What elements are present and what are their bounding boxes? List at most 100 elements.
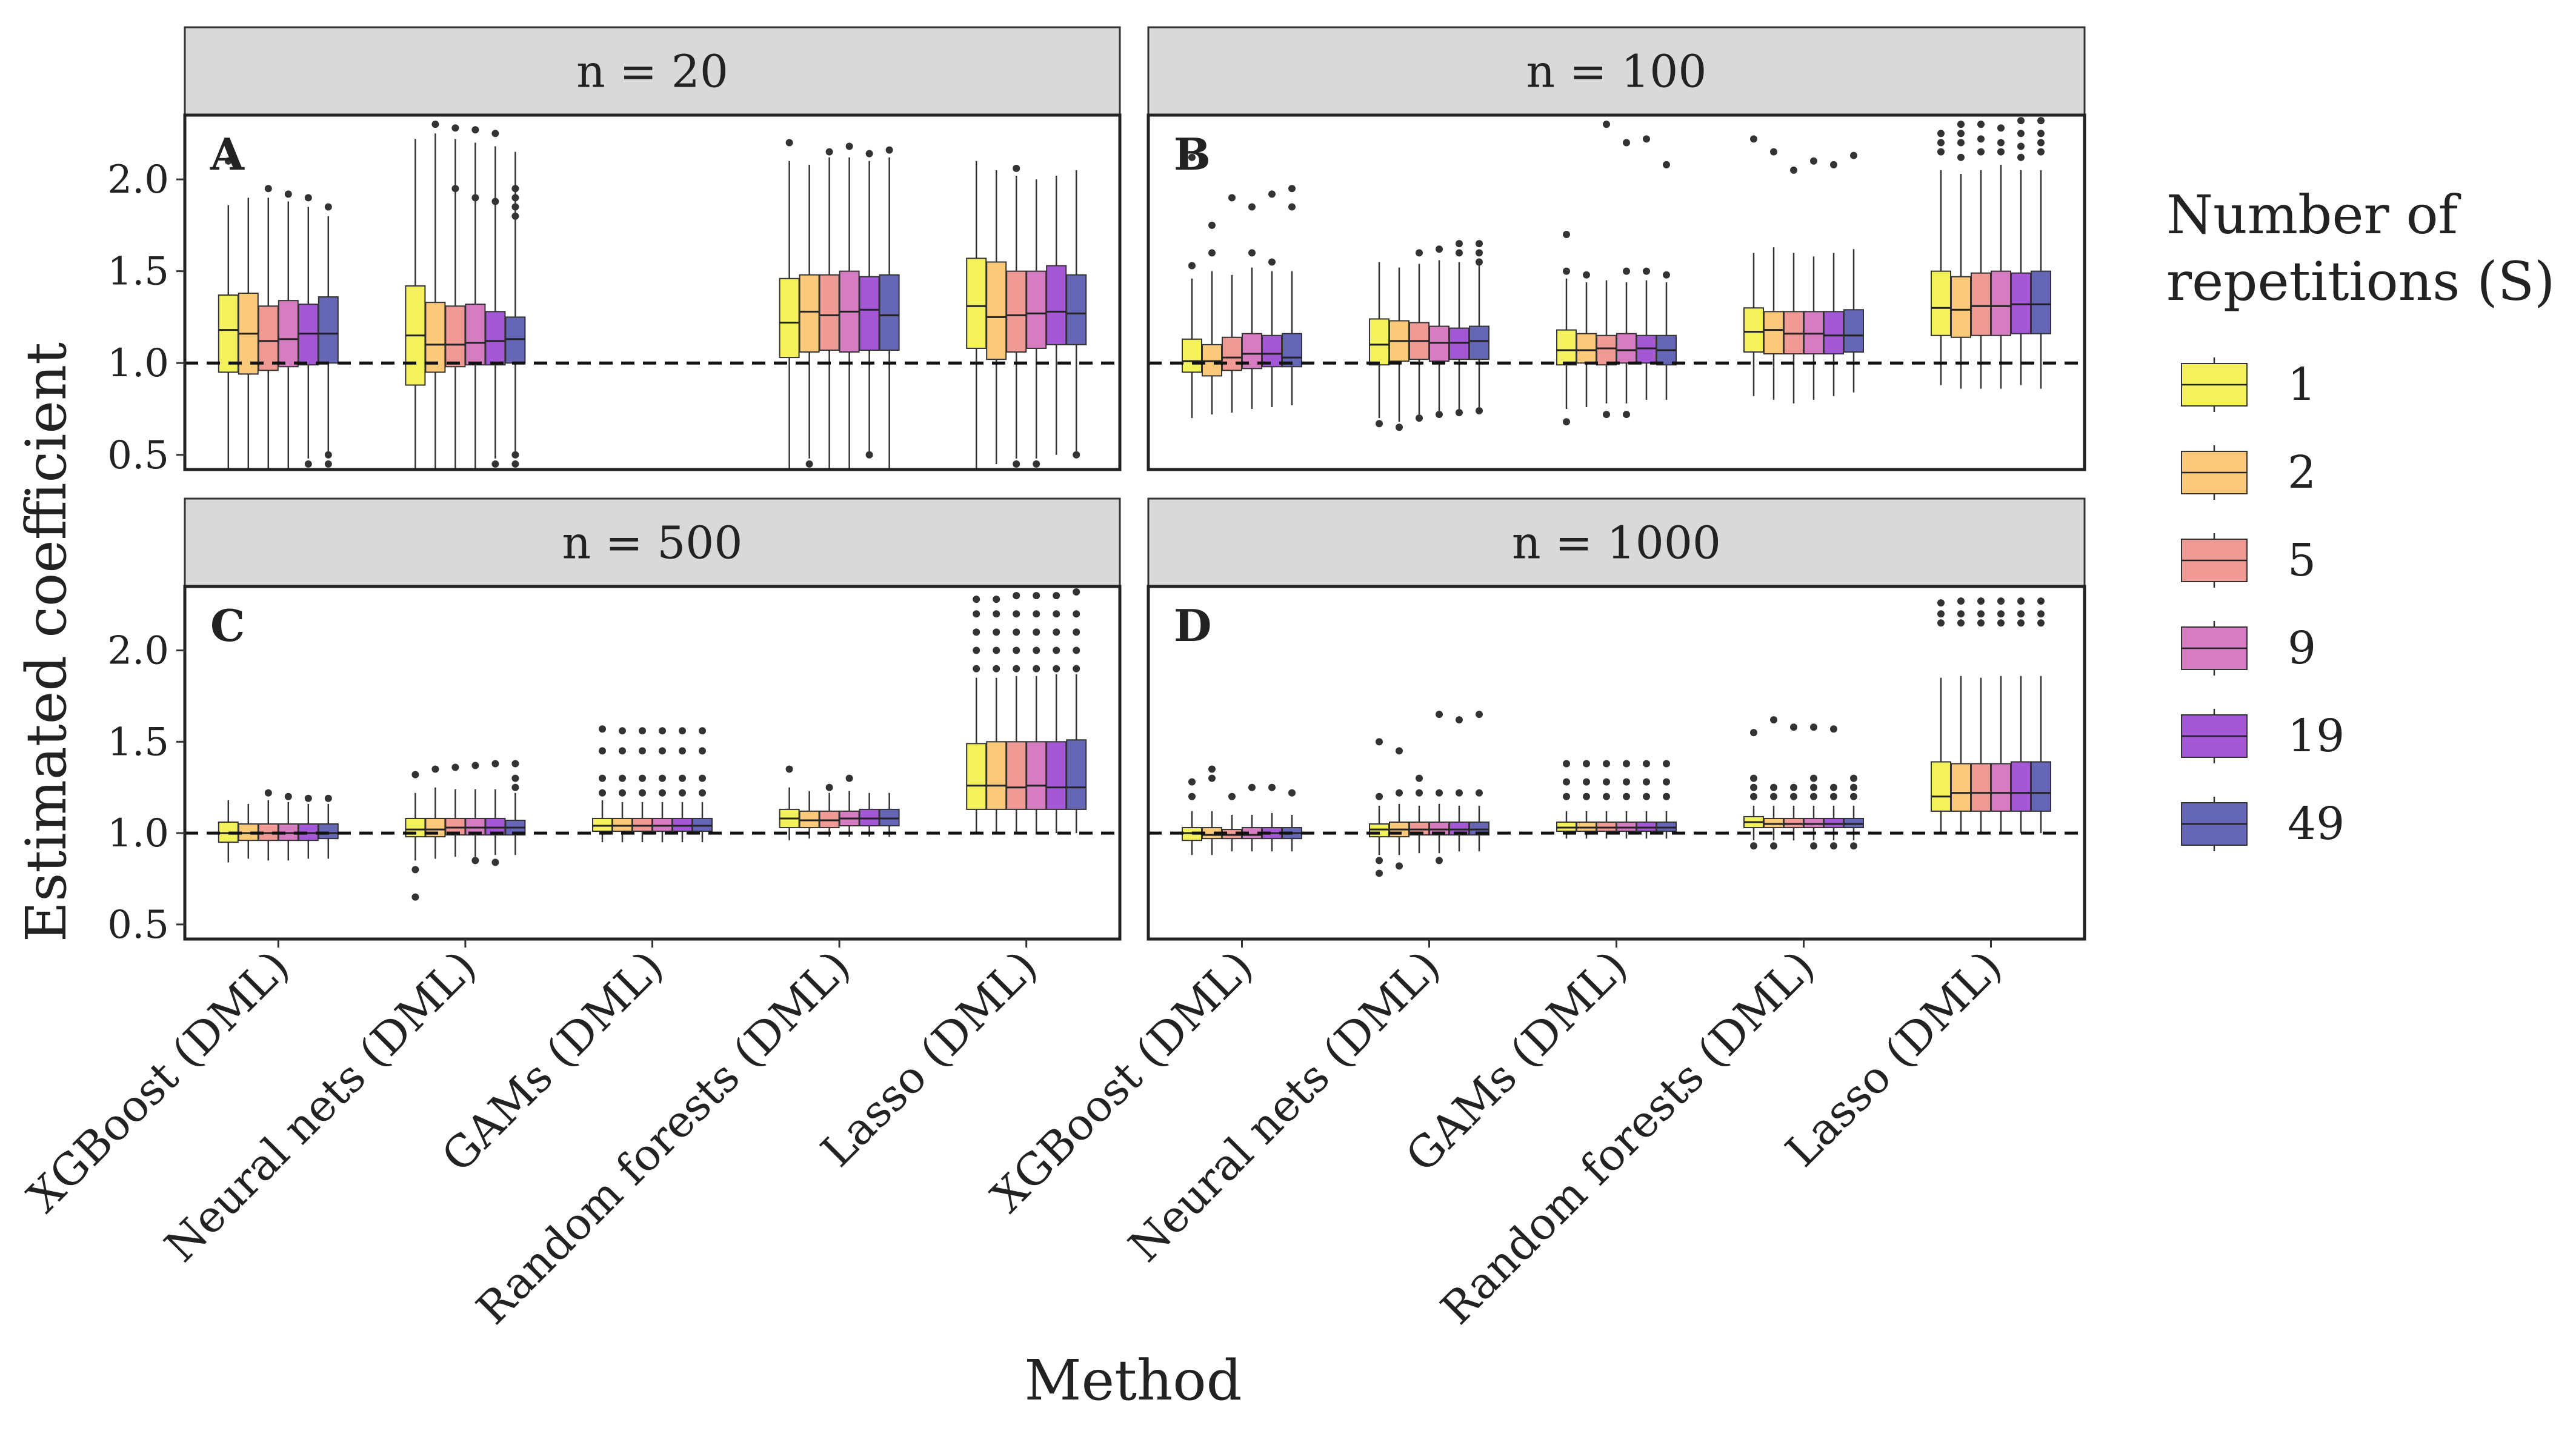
outlier-point (1053, 665, 1060, 672)
outlier-point (825, 783, 833, 791)
outlier-point (845, 142, 853, 150)
outlier-point (1770, 716, 1777, 724)
outlier-point (659, 789, 666, 797)
box (672, 817, 693, 832)
box (2031, 270, 2051, 334)
box (1066, 274, 1087, 345)
outlier-point (679, 774, 686, 782)
outlier-point (1208, 249, 1216, 257)
outlier-point (1603, 411, 1610, 419)
outlier-point (845, 774, 853, 782)
outlier-point (1376, 857, 1383, 865)
box (1931, 761, 1951, 812)
panel-marks (1182, 117, 2051, 431)
outlier-point (1643, 792, 1650, 800)
outlier-point (2037, 610, 2045, 618)
outlier-point (1750, 842, 1757, 850)
outlier-point (451, 185, 459, 193)
outlier-point (1957, 139, 1965, 147)
outlier-point (411, 866, 419, 874)
outlier-point (511, 774, 519, 782)
panel-marks (218, 121, 1087, 470)
outlier-point (1750, 792, 1757, 800)
panel-border (1147, 113, 2086, 471)
outlier-point (1937, 130, 1945, 138)
y-axis-title: Estimated coefficient (14, 342, 79, 942)
box (1222, 336, 1242, 371)
box (1046, 265, 1067, 345)
legend-label: 5 (2288, 534, 2316, 586)
outlier-point (1850, 774, 1857, 782)
outlier-point (1957, 121, 1965, 128)
outlier-point (2037, 148, 2045, 156)
outlier-point (324, 203, 332, 211)
outlier-point (1376, 738, 1383, 746)
outlier-point (1790, 792, 1797, 800)
box (986, 261, 1007, 360)
panel-c: n = 500 C 0.5 1.0 1.5 2.0 (107, 497, 1122, 948)
box (1182, 338, 1202, 373)
outlier-point (1583, 792, 1590, 800)
box (1576, 333, 1597, 364)
outlier-point (471, 194, 479, 202)
outlier-point (1850, 842, 1857, 850)
y-tick-label: 1.5 (107, 720, 169, 765)
outlier-point (1810, 774, 1817, 782)
outlier-point (1288, 203, 1296, 211)
outlier-point (1053, 610, 1060, 618)
box (1636, 822, 1657, 832)
outlier-point (451, 763, 459, 771)
outlier-point (2037, 619, 2045, 627)
outlier-point (1997, 610, 2005, 618)
box (318, 823, 339, 840)
box (1449, 327, 1469, 360)
outlier-point (1563, 760, 1570, 768)
outlier-point (511, 451, 519, 459)
outlier-point (1957, 619, 1965, 627)
box (318, 296, 339, 364)
outlier-point (2037, 117, 2045, 125)
box (1763, 817, 1784, 829)
outlier-point (1663, 271, 1670, 279)
outlier-point (1810, 157, 1817, 165)
outlier-point (1790, 166, 1797, 174)
outlier-point (1416, 789, 1423, 797)
outlier-point (993, 610, 1000, 618)
x-tick-label: Random forests (DML) (1431, 941, 1824, 1334)
outlier-point (805, 460, 813, 468)
outlier-point (1957, 153, 1965, 161)
outlier-point (2037, 139, 2045, 147)
outlier-point (1033, 610, 1040, 618)
outlier-point (2017, 619, 2025, 627)
box (1783, 817, 1804, 829)
y-tick-label: 2.0 (107, 158, 169, 202)
panel-d: n = 1000 D (1147, 497, 2086, 941)
panel-border (183, 113, 1122, 471)
outlier-point (1476, 711, 1483, 719)
outlier-point (1436, 857, 1443, 865)
outlier-point (1436, 411, 1443, 419)
outlier-point (1750, 135, 1757, 143)
panel-background (185, 115, 1120, 470)
outlier-point (1396, 747, 1403, 755)
box (1971, 272, 1991, 336)
outlier-point (1830, 842, 1837, 850)
outlier-point (1937, 148, 1945, 156)
box (1931, 270, 1951, 336)
outlier-point (1248, 249, 1256, 257)
box (879, 808, 900, 827)
outlier-point (1013, 460, 1020, 468)
outlier-point (1053, 628, 1060, 636)
outlier-point (1396, 423, 1403, 431)
box (505, 316, 526, 364)
outlier-point (1208, 774, 1216, 782)
outlier-point (1563, 267, 1570, 275)
box (278, 300, 299, 368)
box (1616, 822, 1637, 832)
outlier-point (1416, 774, 1423, 782)
outlier-point (619, 727, 626, 735)
panel-strip-label: n = 20 (576, 46, 728, 98)
box (1026, 270, 1047, 349)
box (612, 817, 633, 832)
